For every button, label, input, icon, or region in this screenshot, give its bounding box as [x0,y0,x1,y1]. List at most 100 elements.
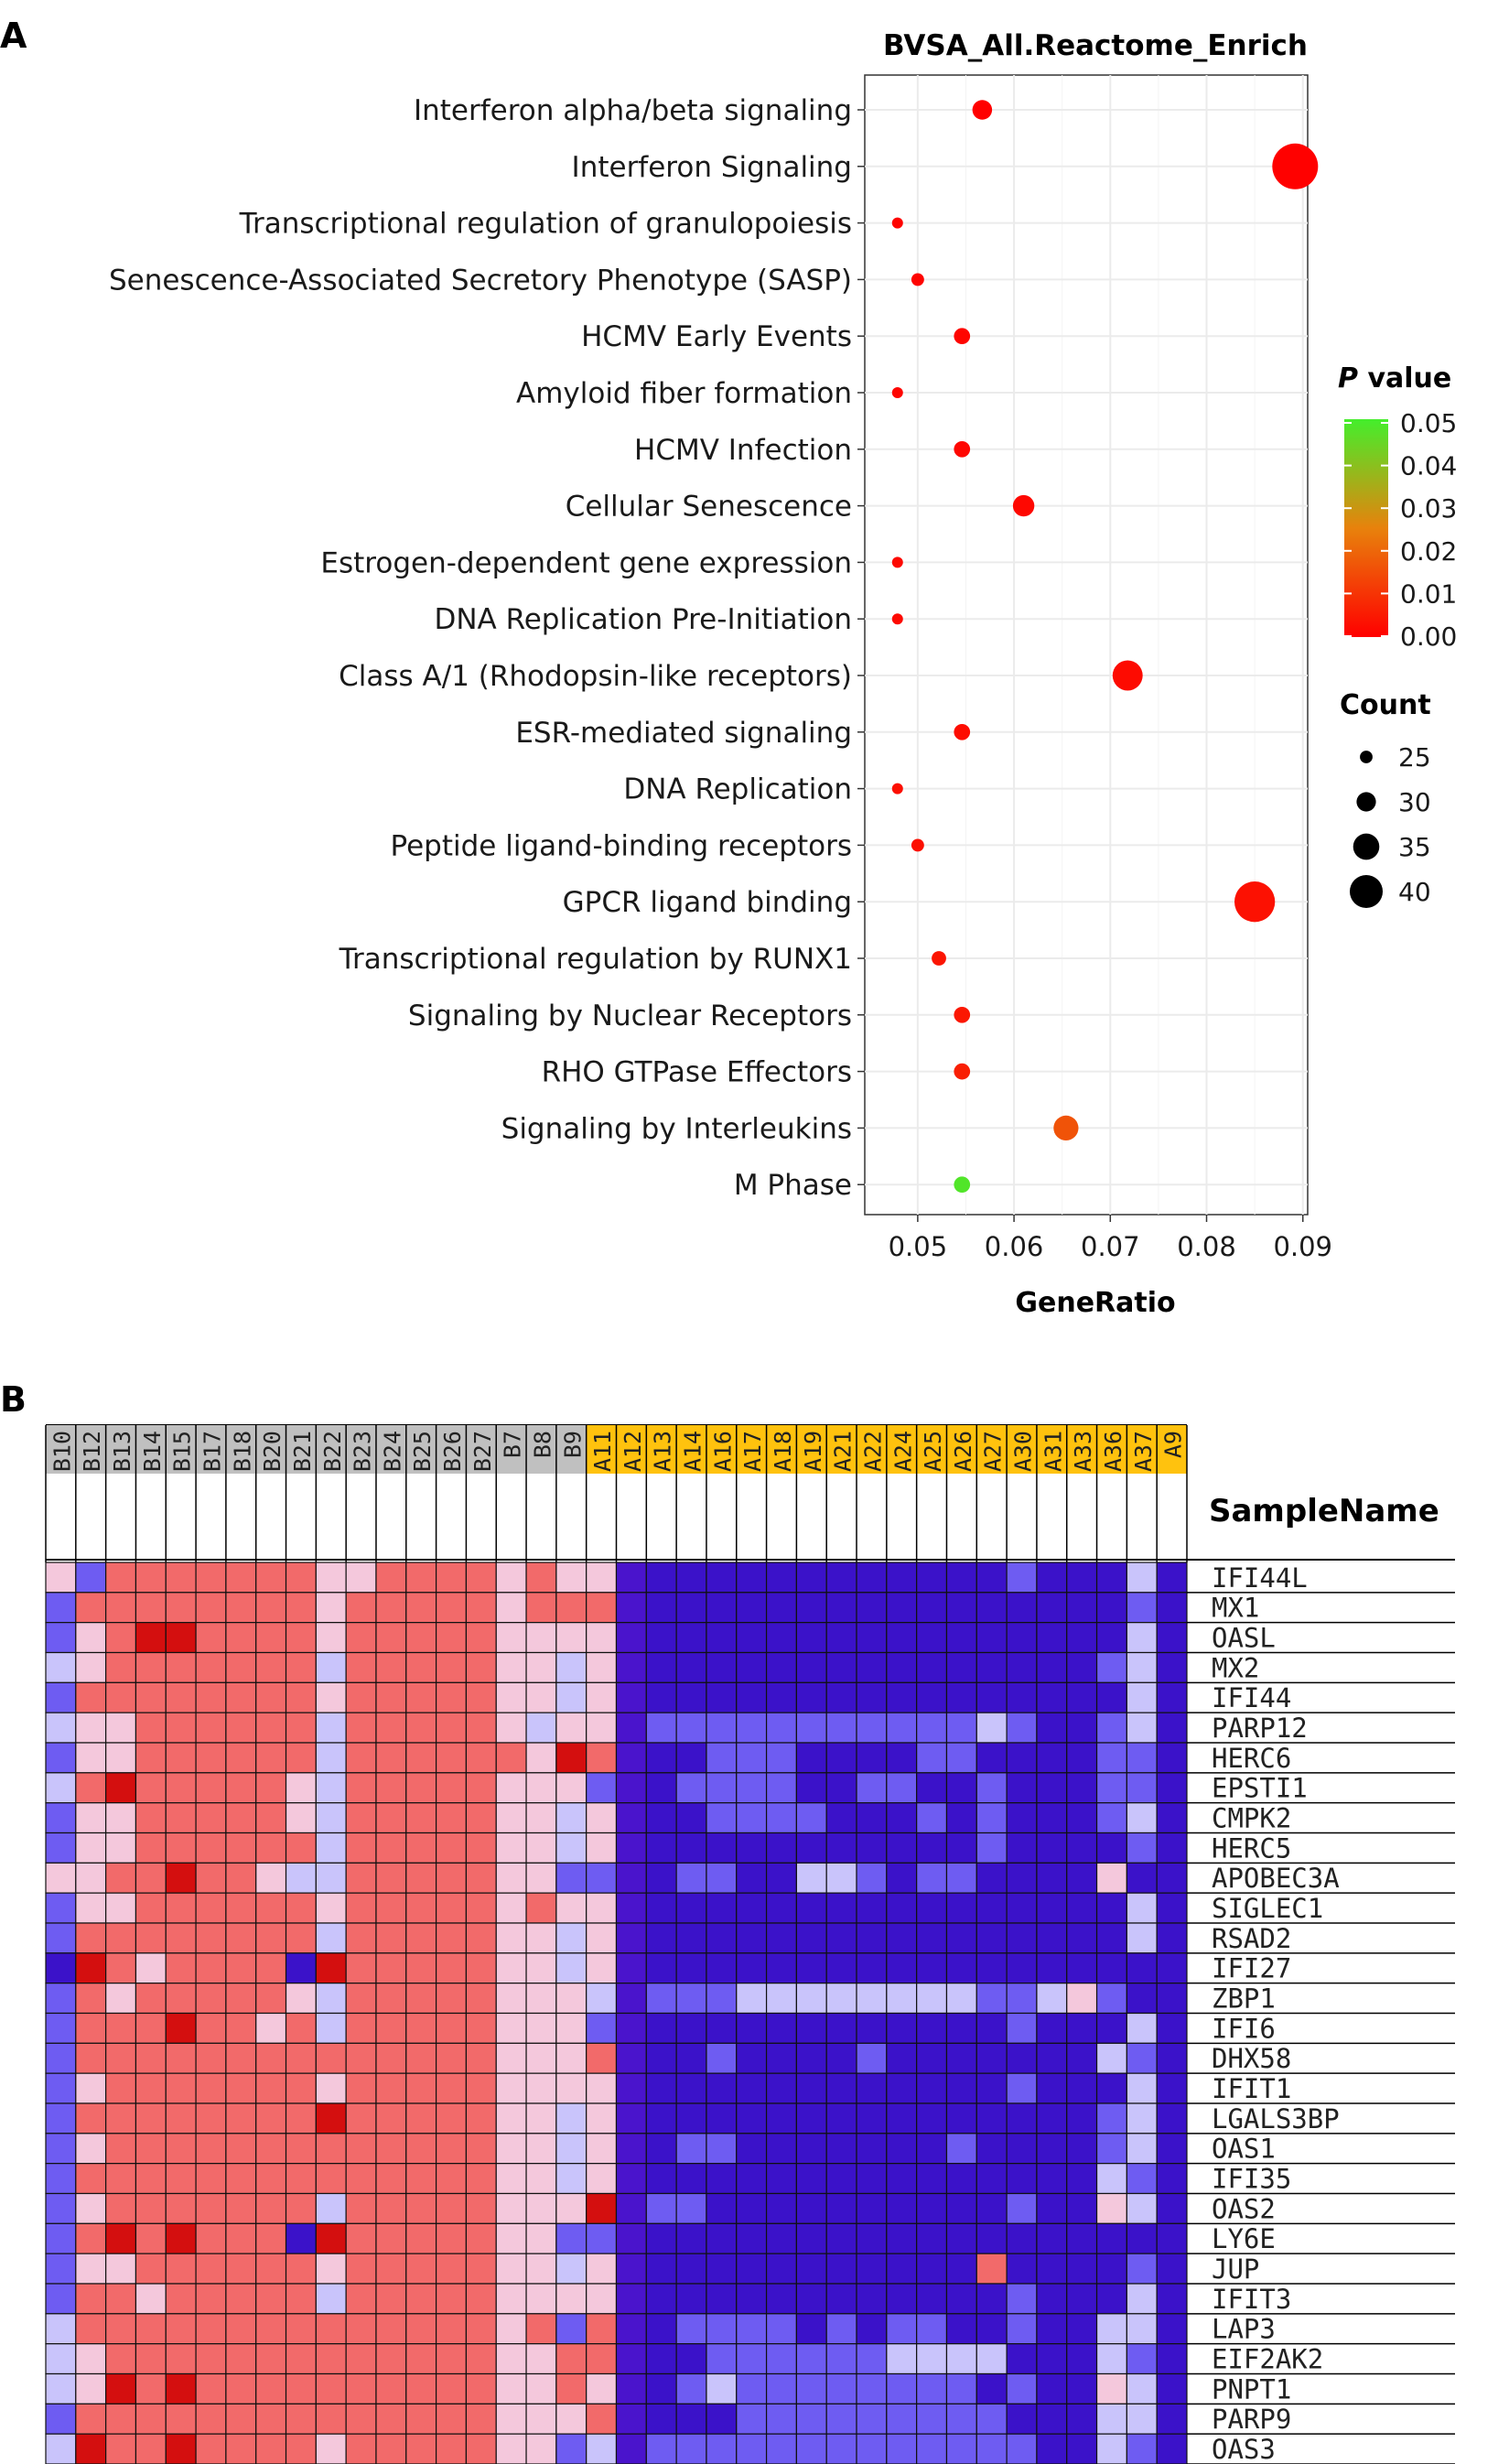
heatmap-cell [195,2192,227,2224]
heatmap-cell [706,2163,738,2195]
heatmap-cell [436,2192,468,2224]
gene-label: HERC5 [1212,1832,1291,1864]
heatmap-cell [1006,2163,1038,2195]
heatmap-cell [1036,2222,1068,2254]
heatmap-cell [285,1712,317,1744]
heatmap-cell [706,1592,738,1624]
heatmap-cell [465,1772,497,1804]
heatmap-cell [135,2072,167,2104]
heatmap-cell [975,2253,1008,2285]
heatmap-cell [375,2012,407,2044]
heatmap-cell [825,1622,857,1654]
dot-point [891,557,903,568]
heatmap-cell [916,2163,948,2195]
heatmap-cell [1156,1892,1188,1924]
heatmap-cell [135,1622,167,1654]
heatmap-cell [945,1712,977,1744]
heatmap-cell [615,1681,647,1713]
heatmap-cell [436,2283,468,2315]
heatmap-cell [765,2133,797,2165]
heatmap-cell [856,2433,888,2464]
heatmap-cell [105,2042,137,2074]
heatmap-cell [285,2072,317,2104]
heatmap-cell [436,2433,468,2464]
heatmap-cell [75,2012,107,2044]
heatmap-cell [405,2192,437,2224]
heatmap-cell [525,2163,557,2195]
heatmap-cell [105,1862,137,1894]
dot-point [932,951,946,966]
heatmap-cell [825,2403,857,2435]
heatmap-cell [255,1892,287,1924]
heatmap-cell [525,2283,557,2315]
heatmap-cell [405,2433,437,2464]
heatmap-cell [315,2283,347,2315]
heatmap-cell [825,1742,857,1774]
heatmap-cell [1156,2253,1188,2285]
heatmap-cell [495,2042,527,2074]
heatmap-cell [856,2372,888,2405]
heatmap-cell [1036,2133,1068,2165]
heatmap-cell [195,2163,227,2195]
heatmap-cell [465,2072,497,2104]
heatmap-cell [1095,1622,1127,1654]
heatmap-cell [105,1772,137,1804]
heatmap-cell [105,1983,137,2015]
heatmap-cell [706,2012,738,2044]
gene-label: PARP9 [1212,2404,1291,2435]
heatmap-cell [586,2163,618,2195]
heatmap-cell [375,2163,407,2195]
heatmap-cell [195,1862,227,1894]
sample-group-cell [886,1425,917,1474]
heatmap-cell [525,1832,557,1864]
heatmap-cell [975,2102,1008,2134]
heatmap-cell [856,2343,888,2375]
heatmap-cell [525,2133,557,2165]
heatmap-cell [315,2072,347,2104]
heatmap-cell [1156,2133,1188,2165]
heatmap-cell [1126,1651,1158,1683]
heatmap-cell [1126,1983,1158,2015]
heatmap-cell [856,1862,888,1894]
heatmap-cell [105,1562,137,1594]
sample-name-label: B10 [49,1431,75,1472]
heatmap-cell [645,1622,677,1654]
heatmap-cell [945,2433,977,2464]
heatmap-cell [195,1802,227,1834]
heatmap-cell [1066,1712,1098,1744]
heatmap-cell [795,2012,827,2044]
dot-point [954,723,971,740]
heatmap-cell [165,1802,197,1834]
heatmap-cell [1095,2133,1127,2165]
category-label: Interferon alpha/beta signaling [414,94,852,127]
heatmap-cell [1066,1622,1098,1654]
heatmap-cell [555,2012,587,2044]
heatmap-cell [75,2072,107,2104]
heatmap-cell [405,2133,437,2165]
heatmap-cell [645,2192,677,2224]
heatmap-cell [315,1742,347,1774]
heatmap-cell [706,2253,738,2285]
heatmap-cell [465,1952,497,1984]
heatmap-cell [645,1772,677,1804]
heatmap-cell [465,2133,497,2165]
heatmap-cell [886,1952,918,1984]
heatmap-cell [1156,2012,1188,2044]
heatmap-cell [465,1832,497,1864]
heatmap-cell [465,2433,497,2464]
heatmap-cell [75,1922,107,1954]
heatmap-cell [1095,2343,1127,2375]
heatmap-cell [225,2343,257,2375]
heatmap-cell [795,2222,827,2254]
heatmap-cell [315,1983,347,2015]
heatmap-cell [255,2192,287,2224]
heatmap-cell [856,2012,888,2044]
heatmap-cell [195,2372,227,2405]
heatmap-cell [1156,2072,1188,2104]
heatmap-cell [586,1622,618,1654]
heatmap-cell [1006,1651,1038,1683]
heatmap-cell [886,2343,918,2375]
heatmap-cell [856,1922,888,1954]
heatmap-cell [615,2102,647,2134]
heatmap-cell [285,1681,317,1713]
